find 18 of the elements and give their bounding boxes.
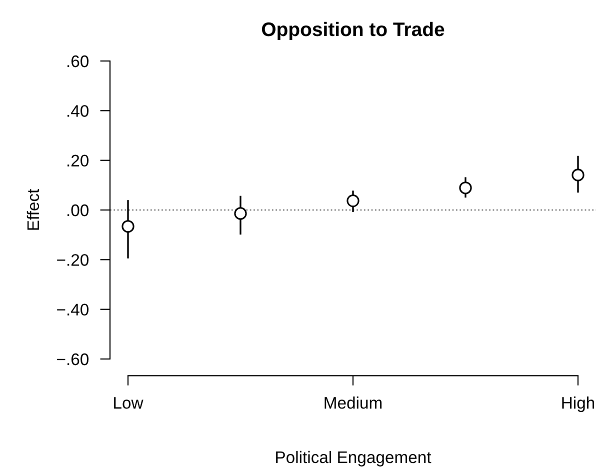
point — [122, 220, 134, 233]
y-tick-label: −.20 — [57, 254, 89, 266]
chart-title: Opposition to Trade — [262, 22, 444, 40]
y-tick-label: .20 — [68, 154, 89, 167]
x-tick-label: Low — [114, 397, 144, 409]
x-tick-label: Medium — [324, 396, 382, 409]
y-tick-label: −.40 — [57, 304, 89, 316]
point — [572, 168, 584, 182]
y-tick-label: .40 — [68, 105, 89, 117]
y-tick-label: .00 — [68, 204, 89, 216]
y-tick-label: −.60 — [57, 353, 89, 366]
x-axis-title: Political Engagement — [276, 450, 432, 466]
x-tick-label: High — [562, 396, 594, 412]
y-tick-label: .60 — [68, 55, 89, 68]
y-axis-title: Effect — [26, 188, 40, 230]
point — [346, 194, 360, 208]
point — [459, 182, 472, 194]
point — [234, 207, 247, 220]
